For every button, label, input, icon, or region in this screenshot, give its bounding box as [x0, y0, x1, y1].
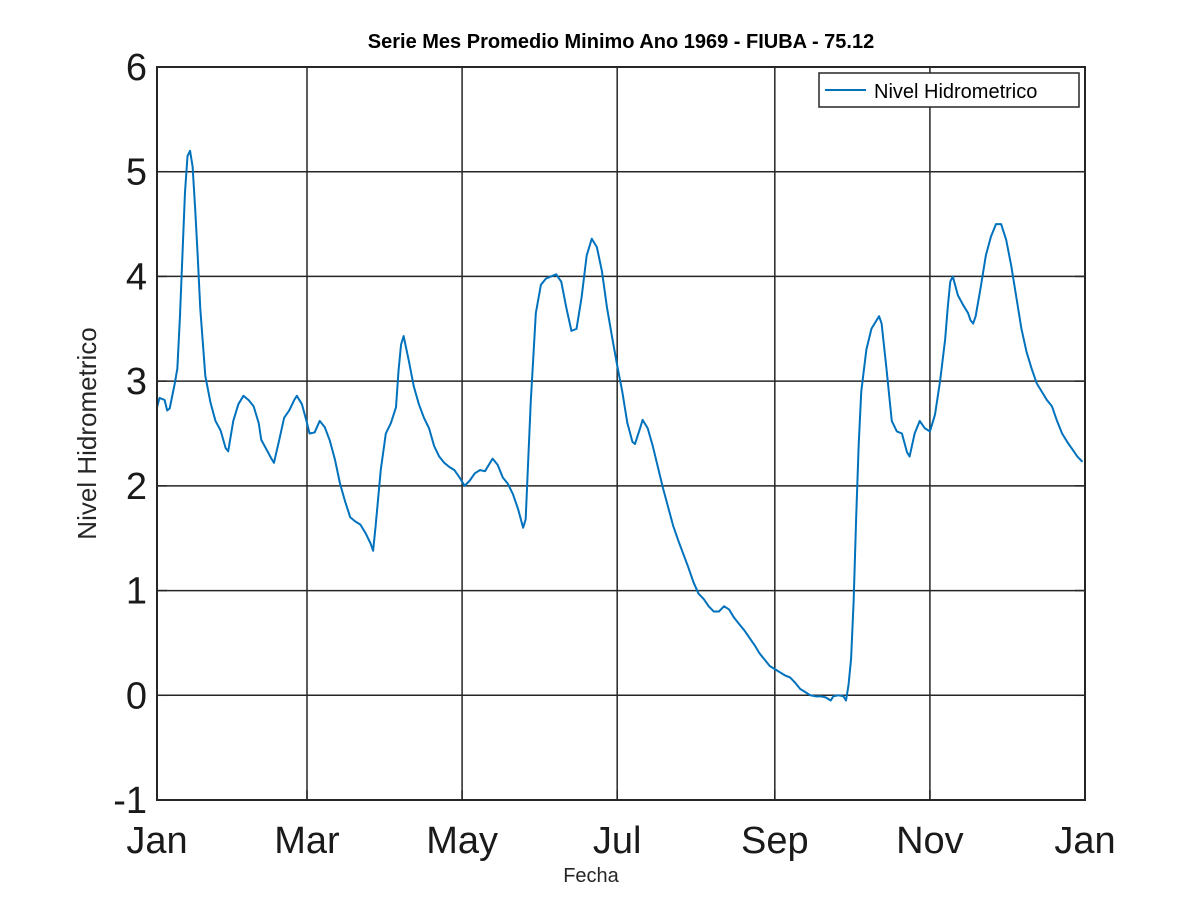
plot-frame	[156, 66, 1086, 801]
plot-area	[157, 67, 1085, 800]
x-tick-label: May	[426, 820, 498, 862]
x-tick-label: Jul	[593, 820, 642, 862]
x-tick-label: Mar	[274, 820, 340, 862]
y-tick-label: 1	[126, 571, 147, 613]
x-tick-label: Nov	[896, 820, 964, 862]
y-tick-label: 5	[126, 152, 147, 194]
chart-title: Serie Mes Promedio Minimo Ano 1969 - FIU…	[368, 31, 874, 53]
y-tick-label: 3	[126, 361, 147, 403]
y-tick-label: -1	[113, 780, 147, 822]
series-line	[156, 149, 1084, 702]
y-tick-label: 0	[126, 675, 147, 717]
y-tick-label: 6	[126, 47, 147, 89]
x-tick-label: Jan	[1054, 820, 1115, 862]
y-tick-label: 4	[126, 256, 147, 298]
y-axis-label: Nivel Hidrometrico	[72, 327, 102, 539]
x-axis-label: Fecha	[563, 865, 619, 887]
series-layer	[156, 149, 1084, 702]
legend-label: Nivel Hidrometrico	[874, 81, 1037, 103]
y-tick-label: 2	[126, 466, 147, 508]
x-tick-label: Sep	[741, 820, 809, 862]
tick-labels: -1 0 1 2 3 4 5 6 Jan Mar May Jul Sep Nov Jan	[113, 47, 1115, 862]
x-tick-label: Jan	[126, 820, 187, 862]
legend: Nivel Hidrometrico	[818, 72, 1080, 108]
